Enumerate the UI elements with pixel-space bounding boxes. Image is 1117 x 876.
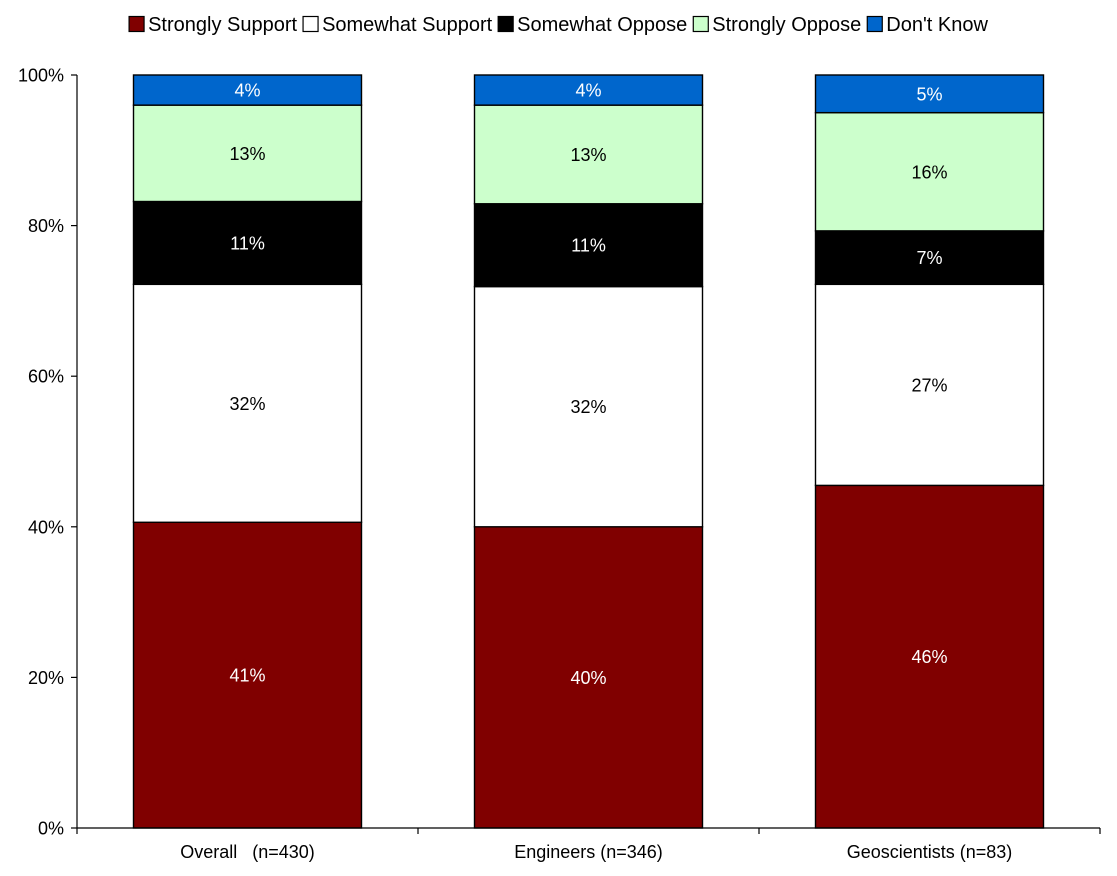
data-label-strongly-oppose-3: 16% bbox=[911, 162, 947, 182]
legend-item-strongly-oppose: Strongly Oppose bbox=[692, 14, 861, 36]
bar-segment-strongly-support-3 bbox=[814, 484, 1045, 829]
data-label-don-t-know-1: 4% bbox=[234, 81, 260, 101]
legend: Strongly Support Somewhat Support Somewhat… bbox=[128, 14, 988, 36]
bar-segment-don-t-know-3 bbox=[814, 74, 1045, 114]
bar-labels: 41% 32% 11% 13% 4% 40% 32% 11% 13% 4% 46% 27% 7% 16% 5… bbox=[229, 81, 947, 688]
bar-segment-somewhat-oppose-2 bbox=[473, 203, 704, 288]
data-label-somewhat-support-3: 27% bbox=[911, 375, 947, 395]
data-label-don-t-know-3: 5% bbox=[916, 84, 942, 104]
y-tick-label: 100% bbox=[18, 66, 64, 86]
legend-item-somewhat-support: Somewhat Support bbox=[302, 14, 493, 36]
legend-label: Strongly Support bbox=[148, 14, 297, 36]
data-label-strongly-oppose-1: 13% bbox=[229, 144, 265, 164]
bar-segment-don-t-know-2 bbox=[473, 74, 704, 106]
bar-segment-strongly-support-1 bbox=[132, 521, 363, 829]
legend-label: Somewhat Oppose bbox=[517, 14, 687, 36]
x-tick-label-2: Engineers (n=346) bbox=[514, 842, 663, 862]
bar-segment-don-t-know-1 bbox=[132, 74, 363, 106]
data-label-somewhat-support-1: 32% bbox=[229, 394, 265, 414]
y-tick-label: 20% bbox=[28, 668, 64, 688]
legend-label: Somewhat Support bbox=[322, 14, 493, 36]
legend-swatch bbox=[866, 15, 883, 33]
legend-item-strongly-support: Strongly Support bbox=[128, 14, 297, 36]
data-label-somewhat-oppose-1: 11% bbox=[230, 233, 265, 253]
data-label-strongly-support-2: 40% bbox=[570, 668, 606, 688]
bar-segment-somewhat-oppose-3 bbox=[814, 230, 1045, 286]
data-label-strongly-support-3: 46% bbox=[911, 647, 947, 667]
legend-swatch bbox=[497, 15, 514, 33]
bar-segment-strongly-oppose-2 bbox=[473, 104, 704, 205]
x-tick-label-1: Overall (n=430) bbox=[180, 842, 315, 862]
data-label-strongly-oppose-2: 13% bbox=[570, 145, 606, 165]
legend-swatch bbox=[302, 15, 319, 33]
bar-segment-somewhat-support-2 bbox=[473, 285, 704, 528]
y-tick-label: 80% bbox=[28, 216, 64, 236]
bar-segment-strongly-support-2 bbox=[473, 526, 704, 829]
legend-swatch bbox=[692, 15, 709, 33]
data-label-don-t-know-2: 4% bbox=[575, 81, 601, 101]
data-label-somewhat-oppose-2: 11% bbox=[571, 236, 606, 256]
data-label-somewhat-oppose-3: 7% bbox=[916, 248, 942, 268]
bars bbox=[132, 74, 1045, 829]
legend-label: Strongly Oppose bbox=[712, 14, 861, 36]
legend-item-somewhat-oppose: Somewhat Oppose bbox=[497, 14, 687, 36]
data-label-strongly-support-1: 41% bbox=[229, 666, 265, 686]
legend-swatch bbox=[128, 15, 145, 33]
legend-label: Don't Know bbox=[886, 14, 988, 36]
bar-segment-strongly-oppose-1 bbox=[132, 104, 363, 203]
x-tick-label-3: Geoscientists (n=83) bbox=[847, 842, 1013, 862]
axes: 0% 20% 40% 60% 80% 100% Overall (n=430) Enginee… bbox=[18, 66, 1101, 862]
y-tick-label: 0% bbox=[38, 819, 64, 839]
y-tick-label: 40% bbox=[28, 517, 64, 537]
legend-item-don-t-know: Don't Know bbox=[866, 14, 988, 36]
data-label-somewhat-support-2: 32% bbox=[570, 397, 606, 417]
bar-segment-somewhat-support-3 bbox=[814, 283, 1045, 487]
y-tick-label: 60% bbox=[28, 367, 64, 387]
bar-segment-somewhat-support-1 bbox=[132, 283, 363, 523]
